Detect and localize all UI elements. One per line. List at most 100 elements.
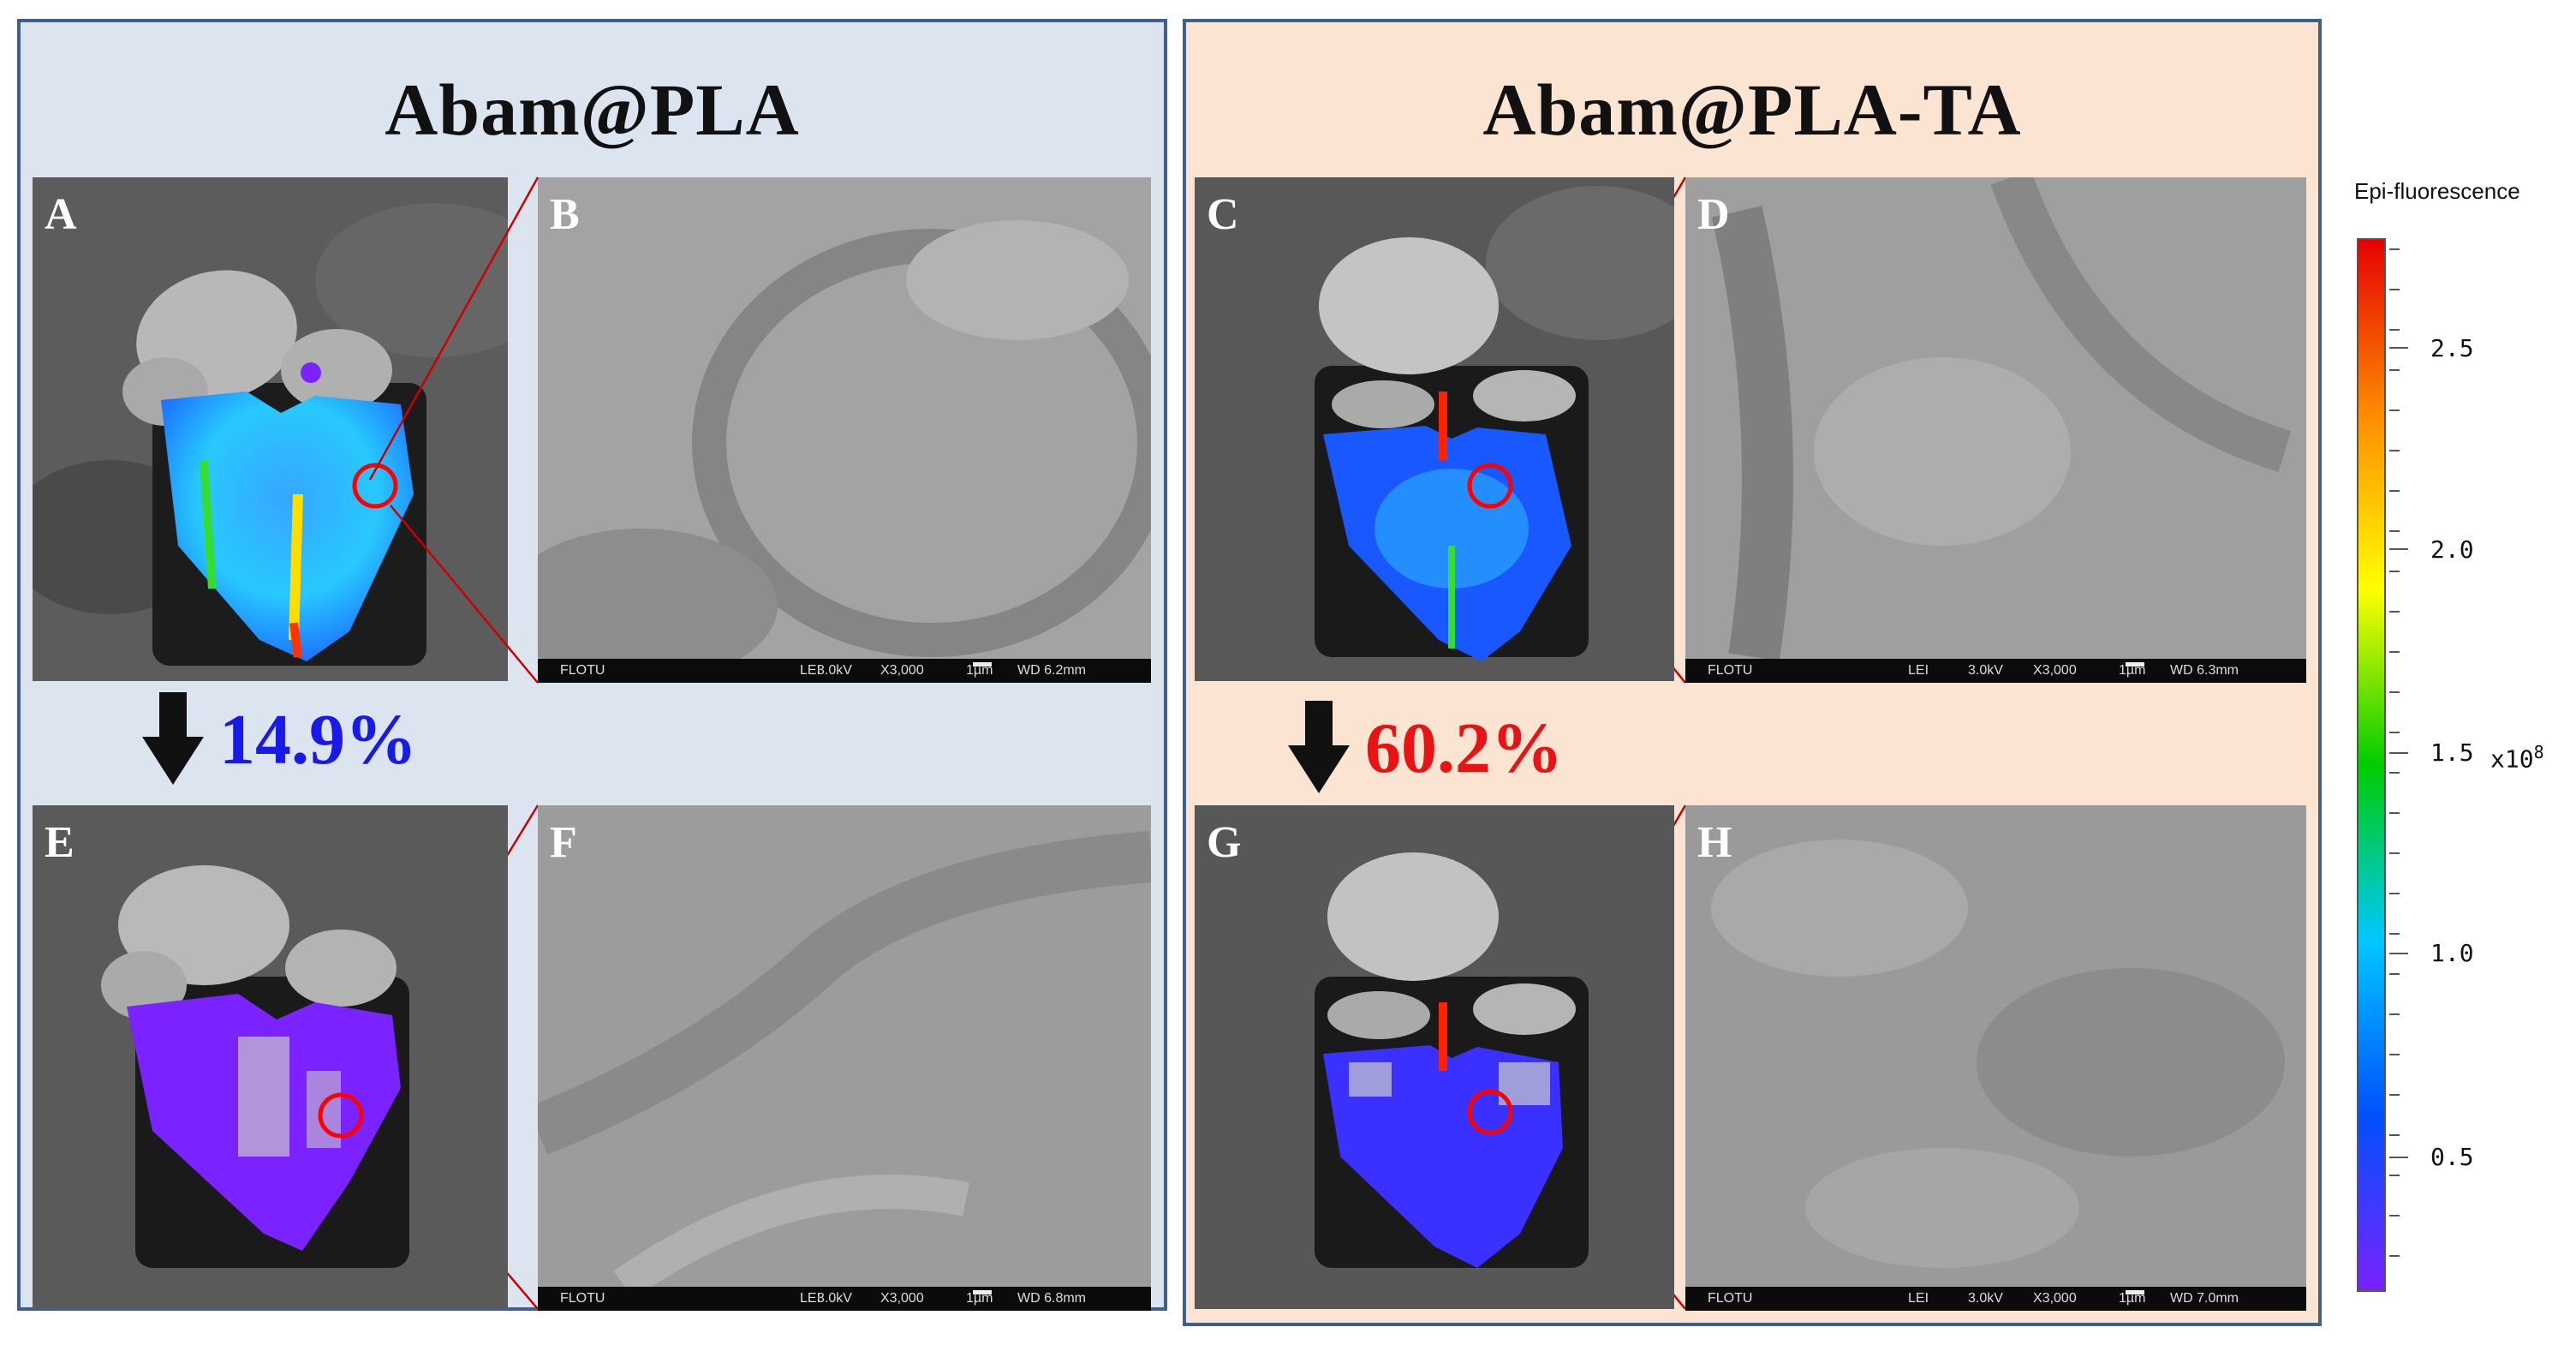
colorbar-tick-label: 2.5 (2430, 334, 2474, 362)
sem-info-bar: FLOTU LEI 3.0kV X3,000 1µm WD 6.3mm (1685, 659, 2306, 683)
scale-bar-mark (2126, 1290, 2144, 1294)
sem-texture (1685, 805, 2306, 1287)
sem-image-f: F FLOTU LEI 3.0kV X3,000 1µm WD 6.8mm (538, 805, 1151, 1311)
panel-label-b: B (550, 190, 580, 239)
reduction-indicator-right: 60.2% (1285, 701, 1563, 795)
panel-label-g: G (1207, 818, 1242, 867)
colorbar-minor-tick (2389, 611, 2400, 613)
colorbar-tick (2389, 752, 2408, 754)
colorbar-title: Epi-fluorescence (2354, 178, 2520, 204)
reduction-indicator-left: 14.9% (139, 692, 417, 786)
sem-info-bar: FLOTU LEI 3.0kV X3,000 1µm WD 6.8mm (538, 1287, 1151, 1311)
sem-org: FLOTU (1708, 1291, 1753, 1306)
fluorescence-image-e: E (33, 805, 508, 1309)
exponent-power: 8 (2533, 742, 2544, 762)
reduction-percent: 60.2% (1365, 708, 1563, 788)
sem-scale: 1µm (2119, 1291, 2146, 1306)
scale-bar-mark (973, 662, 992, 667)
group-title: Abam@PLA (385, 69, 800, 151)
reduction-percent: 14.9% (219, 699, 417, 780)
colorbar-minor-tick (2389, 490, 2400, 492)
sem-mag: X3,000 (880, 1291, 924, 1306)
panel-label-d: D (1697, 190, 1730, 239)
sem-wd: WD 6.8mm (1017, 1291, 1086, 1306)
colorbar-minor-tick (2389, 329, 2400, 331)
sem-info-bar: FLOTU LEI 3.0kV X3,000 1µm WD 6.2mm (538, 659, 1151, 683)
down-arrow-icon (1288, 701, 1350, 793)
panel-label-e: E (45, 818, 75, 867)
sem-mag: X3,000 (2033, 663, 2077, 678)
colorbar-tick (2389, 953, 2408, 954)
sem-kv: 3.0kV (1968, 663, 2003, 678)
panel-label-h: H (1697, 818, 1732, 867)
sem-mode: LEI (1908, 1291, 1929, 1306)
colorbar-minor-tick (2389, 933, 2400, 935)
sem-org: FLOTU (1708, 663, 1753, 678)
colorbar-minor-tick (2389, 893, 2400, 894)
sem-mag: X3,000 (2033, 1291, 2077, 1306)
scale-bar-mark (973, 1290, 992, 1294)
panel-label-a: A (45, 190, 77, 239)
sem-wd: WD 7.0mm (2170, 1291, 2239, 1306)
colorbar-exponent: x108 (2490, 742, 2544, 773)
sem-org: FLOTU (560, 663, 605, 678)
colorbar-tick (2389, 1157, 2408, 1158)
sem-scale: 1µm (966, 663, 993, 678)
sem-info-bar: FLOTU LEI 3.0kV X3,000 1µm WD 7.0mm (1685, 1287, 2306, 1311)
sem-scale: 1µm (966, 1291, 993, 1306)
colorbar-minor-tick (2389, 973, 2400, 975)
sem-texture (1685, 177, 2306, 661)
sem-kv: 3.0kV (817, 1291, 852, 1306)
sem-wd: WD 6.2mm (1017, 663, 1086, 678)
sem-scale: 1µm (2119, 663, 2146, 678)
fluorescence-image-g: G (1195, 805, 1674, 1309)
exponent-base: x10 (2490, 744, 2534, 774)
colorbar-tick-label: 0.5 (2430, 1143, 2474, 1171)
sem-wd: WD 6.3mm (2170, 663, 2239, 678)
sem-mag: X3,000 (880, 663, 924, 678)
leaf-illustration (1195, 177, 1674, 681)
colorbar-minor-tick (2389, 289, 2400, 290)
leaf-illustration (33, 805, 508, 1309)
colorbar-minor-tick (2389, 409, 2400, 411)
sem-image-b: B FLOTU LEI 3.0kV X3,000 1µm WD 6.2mm (538, 177, 1151, 683)
colorbar-tick (2389, 347, 2408, 349)
sem-kv: 3.0kV (1968, 1291, 2003, 1306)
sem-org: FLOTU (560, 1291, 605, 1306)
panel-label-f: F (550, 818, 577, 867)
panel-label-c: C (1207, 190, 1239, 239)
colorbar (2357, 238, 2386, 1292)
colorbar-minor-tick (2389, 1013, 2400, 1015)
group-title: Abam@PLA-TA (1482, 69, 2022, 151)
sem-mode: LEI (1908, 663, 1929, 678)
sem-texture (538, 805, 1151, 1300)
colorbar-minor-tick (2389, 1134, 2400, 1136)
colorbar-tick-label: 1.0 (2430, 939, 2474, 967)
leaf-illustration (33, 177, 508, 681)
colorbar-tick-label: 2.0 (2430, 535, 2474, 564)
sem-mode: LEI (800, 1291, 821, 1306)
scale-bar-mark (2126, 662, 2144, 667)
colorbar-minor-tick (2389, 732, 2400, 733)
colorbar-minor-tick (2389, 1255, 2400, 1257)
colorbar-minor-tick (2389, 369, 2400, 371)
colorbar-minor-tick (2389, 1094, 2400, 1096)
sem-texture (538, 177, 1151, 683)
colorbar-minor-tick (2389, 530, 2400, 532)
colorbar-tick-label: 1.5 (2430, 738, 2474, 767)
colorbar-minor-tick (2389, 812, 2400, 814)
colorbar-minor-tick (2389, 852, 2400, 854)
sem-kv: 3.0kV (817, 663, 852, 678)
colorbar-minor-tick (2389, 772, 2400, 774)
colorbar-minor-tick (2389, 651, 2400, 653)
colorbar-minor-tick (2389, 1175, 2400, 1176)
fluorescence-image-c: C (1195, 177, 1674, 681)
sem-image-h: H FLOTU LEI 3.0kV X3,000 1µm WD 7.0mm (1685, 805, 2306, 1311)
sem-image-d: D FLOTU LEI 3.0kV X3,000 1µm WD 6.3mm (1685, 177, 2306, 683)
colorbar-minor-tick (2389, 450, 2400, 451)
leaf-illustration (1195, 805, 1674, 1309)
down-arrow-icon (142, 692, 204, 785)
colorbar-minor-tick (2389, 571, 2400, 572)
colorbar-tick (2389, 548, 2408, 550)
colorbar-minor-tick (2389, 1054, 2400, 1055)
